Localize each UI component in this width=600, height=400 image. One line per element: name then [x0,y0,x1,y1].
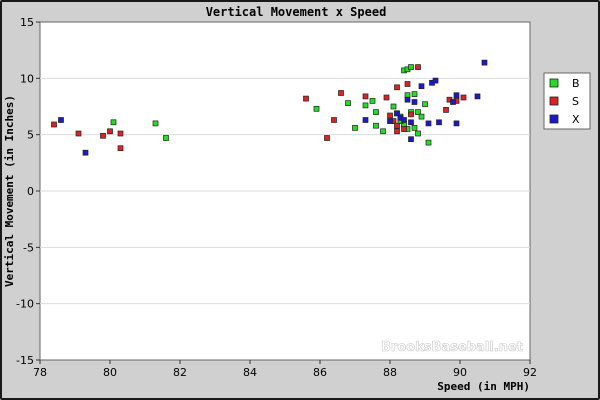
data-point-x [450,99,456,105]
legend: BSX [543,72,591,130]
x-tick-label: 92 [523,366,537,379]
data-point-b [418,113,425,120]
data-point-s [331,117,337,123]
legend-swatch-x [549,114,559,124]
x-tick-label: 84 [243,366,257,379]
data-point-s [338,90,344,96]
data-point-s [100,132,106,139]
legend-label-b: B [572,77,580,90]
y-tick-label: 10 [20,72,34,85]
data-point-x [453,120,460,127]
x-tick-label: 86 [313,366,327,379]
data-point-x [401,117,407,123]
data-point-x [387,118,393,124]
data-point-x [418,83,425,90]
data-point-s [303,95,309,102]
data-point-s [383,94,390,101]
x-tick-label: 82 [173,366,187,379]
data-point-b [408,64,414,70]
data-point-s [51,121,57,128]
data-point-b [352,125,358,131]
data-point-s [404,81,411,87]
x-tick-label: 88 [383,366,397,379]
legend-swatch-s [549,96,559,106]
data-point-x [404,96,411,103]
data-point-x [436,119,442,126]
data-point-x [425,120,432,127]
data-point-s [394,122,400,129]
data-point-x [82,149,89,156]
data-point-b [110,119,117,126]
x-tick-label: 90 [453,366,467,379]
chart-title: Vertical Movement x Speed [206,5,387,19]
y-tick-label: 0 [27,185,34,198]
data-point-b [163,135,169,141]
data-point-b [362,102,369,109]
data-point-x [408,119,414,126]
data-point-x [58,117,64,123]
data-point-b [390,103,397,110]
data-point-s [75,130,82,137]
data-point-b [373,109,379,115]
y-tick-label: -5 [23,241,34,254]
y-tick-label: 15 [20,16,34,29]
data-point-s [408,111,414,118]
data-point-s [460,94,467,101]
data-point-b [415,130,421,137]
data-point-b [415,109,421,115]
data-point-b [373,122,379,129]
data-point-s [401,126,407,132]
data-point-x [408,136,414,143]
data-point-s [387,112,393,119]
data-point-b [422,101,428,108]
data-points [51,59,488,156]
data-point-s [324,135,330,141]
data-point-s [394,128,400,135]
data-point-s [117,145,124,152]
legend-swatch-b [549,78,559,88]
y-tick-label: 5 [27,129,34,142]
data-point-x [411,99,418,105]
data-point-x [474,93,481,100]
data-point-b [152,120,159,127]
data-point-s [394,84,400,91]
legend-label-s: S [572,95,579,108]
data-point-s [415,64,421,70]
data-point-x [432,77,439,84]
data-point-s [443,107,449,113]
data-point-x [394,110,400,117]
watermark-text: BrooksBaseball.net [381,340,523,355]
data-point-b [411,125,418,131]
data-point-s [117,130,124,137]
x-tick-label: 80 [103,366,117,379]
y-tick-label: -15 [16,354,34,367]
data-point-b [380,128,386,135]
data-point-b [345,100,351,106]
data-point-s [107,128,113,135]
legend-label-x: X [572,113,580,126]
data-point-x [362,117,369,123]
data-point-x [453,92,460,99]
data-point-s [362,93,369,100]
data-point-b [425,139,432,146]
y-axis-label: Vertical Movement (in Inches) [3,95,16,287]
data-point-b [411,91,418,97]
y-tick-label: -10 [16,298,34,311]
axis-ticks: -15 -10 -5 0 5 10 15 78 80 82 84 86 88 90 92 [16,16,537,379]
data-point-b [369,98,376,104]
x-axis-label: Speed (in MPH) [437,380,530,393]
x-tick-label: 78 [33,366,47,379]
data-point-x [481,59,488,66]
data-point-b [313,105,320,112]
